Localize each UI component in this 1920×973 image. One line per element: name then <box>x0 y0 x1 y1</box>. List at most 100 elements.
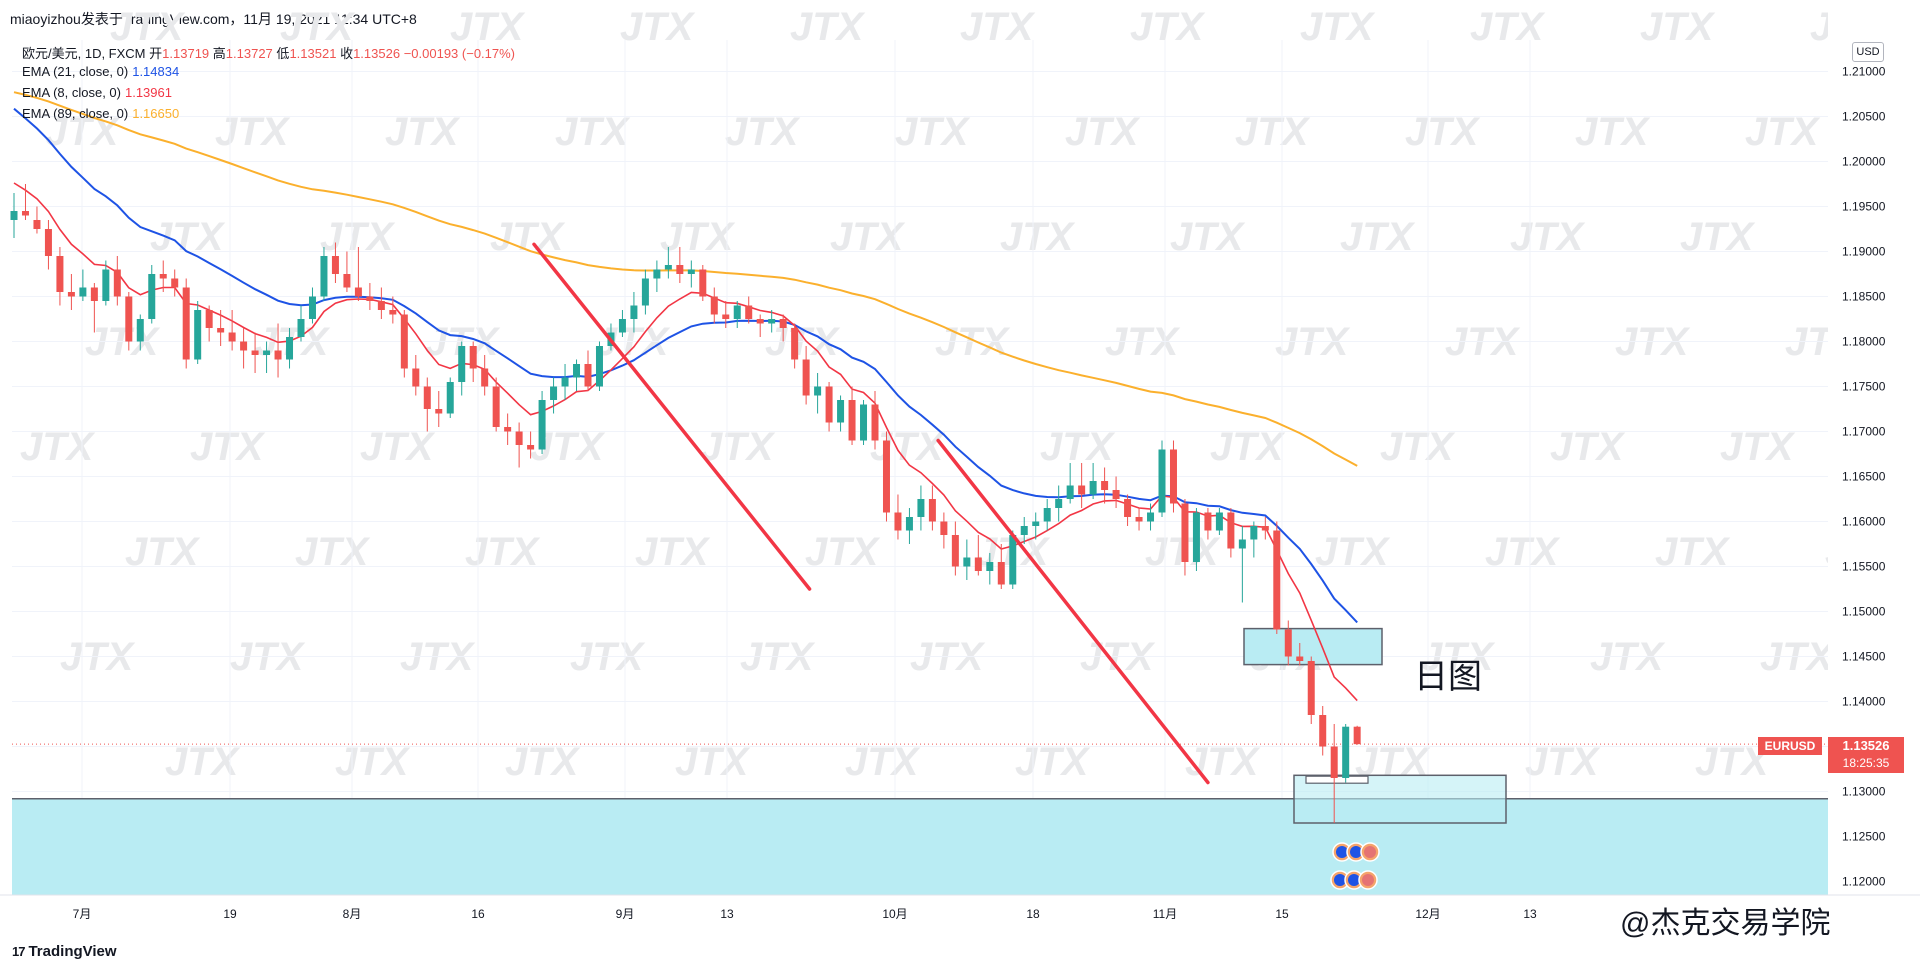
candle-body <box>159 274 167 279</box>
candle-body <box>205 310 213 328</box>
zones-layer <box>12 627 1828 895</box>
candle-body <box>1250 526 1258 540</box>
candle-body <box>412 368 420 387</box>
price-tick-label: 1.20000 <box>1842 155 1886 169</box>
watermark-text: JTX <box>335 740 411 784</box>
candle-body <box>1089 481 1097 495</box>
candle-body <box>997 562 1005 585</box>
candle-body <box>194 310 202 360</box>
candle-body <box>1307 661 1315 715</box>
watermark-text: JTX <box>1745 110 1821 154</box>
watermark-text: JTX <box>165 740 241 784</box>
legend-low-label: 低 <box>276 46 290 61</box>
price-axis: 1.21000 1.20500 1.20000 1.19500 1.19000 1.185… <box>1828 0 1920 973</box>
candle-body <box>802 359 810 396</box>
watermark-text: JTX <box>1185 740 1261 784</box>
ema-layer <box>13 91 1358 702</box>
price-tick-label: 1.18000 <box>1842 335 1886 349</box>
candle-body <box>182 287 190 360</box>
candle-body <box>1078 485 1086 495</box>
candle-body <box>630 305 638 319</box>
candle-body <box>458 346 466 382</box>
candle-body <box>1020 526 1028 535</box>
candle-body <box>33 220 41 229</box>
candle-body <box>860 404 868 441</box>
candle-body <box>21 211 29 216</box>
currency-button[interactable]: USD <box>1852 42 1884 62</box>
event-flag-inner <box>1362 874 1374 886</box>
time-tick-label: 9月 <box>616 907 635 921</box>
legend-change: −0.00193 (−0.17%) <box>403 46 516 61</box>
price-tick-label: 1.19500 <box>1842 200 1886 214</box>
event-flag-inner <box>1348 874 1360 886</box>
watermark-text: JTX <box>1470 5 1546 49</box>
time-tick-label: 19 <box>223 907 237 921</box>
ema89-label: EMA (89, close, 0) <box>22 106 129 121</box>
watermark-text: JTX <box>620 5 696 49</box>
legend-ema89[interactable]: EMA (89, close, 0) 1.16650 <box>22 106 179 121</box>
time-tick-label: 11月 <box>1153 907 1177 921</box>
ema21-value: 1.14834 <box>132 64 180 79</box>
watermark-text: JTX <box>360 425 436 469</box>
watermark-text: JTX <box>1170 215 1246 259</box>
candle-body <box>687 269 695 274</box>
watermark-text: JTX <box>1065 110 1141 154</box>
candle-body <box>435 409 443 414</box>
legend-main[interactable]: 欧元/美元, 1D, FXCM 开1.13719 高1.13727 低1.135… <box>22 43 515 62</box>
watermark-text: JTX <box>1340 215 1416 259</box>
watermark-text: JTX <box>280 5 356 49</box>
candle-body <box>676 265 684 274</box>
legend-close: 1.13526 <box>353 46 401 61</box>
watermark-text: JTX <box>1315 530 1391 574</box>
candle-body <box>963 557 971 567</box>
grid-layer <box>12 40 1828 895</box>
watermark-text: JTX <box>870 425 946 469</box>
price-tick-label: 1.14000 <box>1842 695 1886 709</box>
time-tick-label: 13 <box>1523 907 1537 921</box>
watermark-text: JTX <box>845 740 921 784</box>
candle-body <box>492 386 500 427</box>
legend-ema21[interactable]: EMA (21, close, 0) 1.14834 <box>22 64 179 79</box>
ema8-value: 1.13961 <box>124 85 172 100</box>
price-tick-label: 1.13000 <box>1842 785 1886 799</box>
watermark-text: JTX <box>1210 425 1286 469</box>
watermark-text: JTX <box>1130 5 1206 49</box>
candle-body <box>791 328 799 360</box>
events-layer <box>1330 842 1380 890</box>
candle-body <box>504 427 512 432</box>
candle-body <box>1124 499 1132 517</box>
time-tick-label: 8月 <box>343 907 362 921</box>
tradingview-logo[interactable]: 17 TradingView <box>12 943 117 960</box>
candle-body <box>1101 481 1109 490</box>
watermark-text: JTX <box>465 530 541 574</box>
candle-body <box>331 256 339 274</box>
candle-body <box>1330 746 1338 778</box>
candle-body <box>446 382 454 414</box>
time-tick-label: 13 <box>720 907 734 921</box>
candle-body <box>573 364 581 378</box>
legend-ema8[interactable]: EMA (8, close, 0) 1.13961 <box>22 85 172 100</box>
ema21-line <box>13 107 1358 624</box>
candle-body <box>1215 512 1223 531</box>
candle-body <box>538 400 546 450</box>
candle-body <box>768 319 776 324</box>
candle-body <box>67 292 75 297</box>
candle-body <box>1158 449 1166 513</box>
watermark-text: JTX <box>295 530 371 574</box>
ema8-line <box>13 182 1358 702</box>
watermark-text: JTX <box>555 110 631 154</box>
ema8-label: EMA (8, close, 0) <box>22 85 121 100</box>
candle-body <box>125 296 133 342</box>
watermark-text: JTX <box>960 5 1036 49</box>
candle-body <box>974 557 982 571</box>
candle-body <box>10 211 18 220</box>
event-flag-inner <box>1364 846 1376 858</box>
candle-body <box>377 301 385 310</box>
candle-body <box>56 256 64 292</box>
watermark-text: JTX <box>1000 215 1076 259</box>
candle-body <box>882 440 890 513</box>
watermark-text: JTX <box>505 740 581 784</box>
time-tick-label: 18 <box>1026 907 1040 921</box>
watermark-text: JTX <box>1680 215 1756 259</box>
